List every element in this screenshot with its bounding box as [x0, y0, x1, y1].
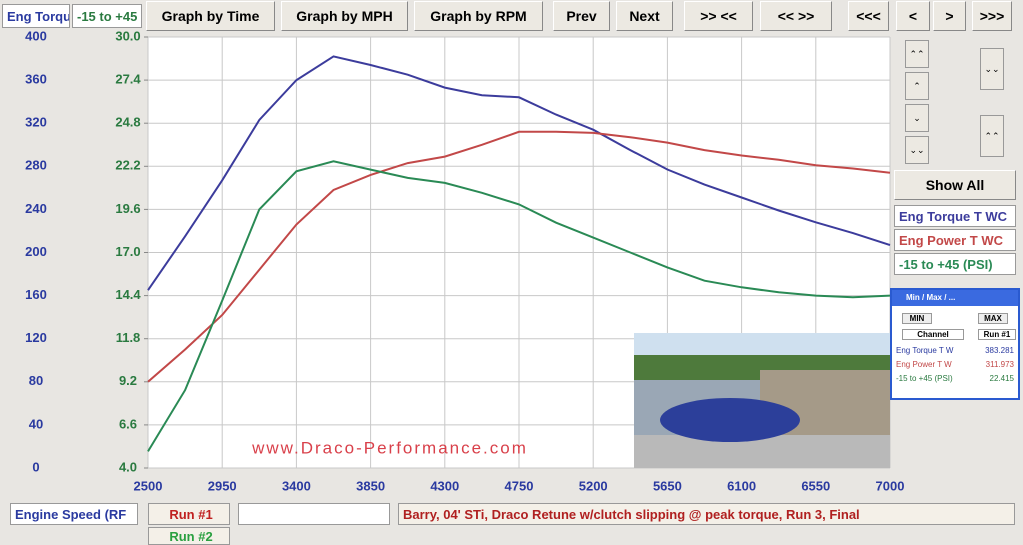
run-label: Run #1	[148, 503, 230, 525]
y-tick-label: 40	[29, 416, 43, 431]
y2-tick-label: 19.6	[115, 201, 140, 216]
series-line	[147, 160, 891, 452]
legend-entry: -15 to +45 (PSI)	[894, 253, 1016, 275]
x-tick-label: 4750	[505, 478, 534, 493]
run-comment: Barry, 04' STi, Draco Retune w/clutch sl…	[398, 503, 1015, 525]
y2-tick-label: 24.8	[115, 115, 140, 130]
photo-car	[660, 398, 800, 442]
legend-entry: Eng Torque T WC	[894, 205, 1016, 227]
minmax-header[interactable]: MIN	[902, 313, 932, 324]
toolbar-button[interactable]: >> <<	[684, 1, 753, 31]
scroll-button[interactable]: ⌃⌃	[905, 40, 929, 68]
y2-tick-label: 22.2	[115, 158, 140, 173]
toolbar-button[interactable]: >>>	[972, 1, 1012, 31]
y2-tick-label: 6.6	[119, 416, 137, 431]
y2-tick-label: 27.4	[115, 72, 141, 87]
y2-tick-label: 14.4	[115, 287, 141, 302]
y2-tick-label: 17.0	[115, 244, 140, 259]
x-tick-label: 5200	[579, 478, 608, 493]
x-tick-label: 5650	[653, 478, 682, 493]
toolbar-button[interactable]: << >>	[760, 1, 832, 31]
x-tick-label: 7000	[876, 478, 905, 493]
series-line	[147, 130, 891, 383]
y-tick-label: 320	[25, 115, 47, 130]
toolbar-button[interactable]: Prev	[553, 1, 610, 31]
minmax-channel: Eng Power T W	[896, 360, 952, 369]
minmax-channel: -15 to +45 (PSI)	[896, 374, 953, 383]
x-tick-label: 2950	[208, 478, 237, 493]
x-tick-label: 3850	[356, 478, 385, 493]
x-tick-label: 6550	[801, 478, 830, 493]
y-tick-label: 400	[25, 28, 47, 43]
minmax-window: Min / Max / ... MIN MAX Channel Run #1 Eng T…	[890, 288, 1020, 400]
minmax-column: Run #1	[978, 329, 1016, 340]
y2-tick-label: 30.0	[115, 28, 140, 43]
watermark: www.Draco-Performance.com	[251, 438, 528, 457]
minmax-channel: Eng Torque T W	[896, 346, 954, 355]
scroll-button[interactable]: ⌄⌄	[905, 136, 929, 164]
minmax-title: Min / Max / ...	[906, 293, 956, 302]
y-axis-label: Eng Torqu	[2, 4, 70, 28]
y-tick-label: 360	[25, 72, 47, 87]
x-axis-label: Engine Speed (RF	[10, 503, 138, 525]
x-tick-label: 2500	[134, 478, 163, 493]
minmax-value: 22.415	[989, 374, 1014, 383]
minmax-header[interactable]: MAX	[978, 313, 1008, 324]
photo-ground	[634, 435, 890, 468]
toolbar-button[interactable]: Graph by RPM	[414, 1, 543, 31]
minmax-value: 311.973	[985, 360, 1014, 369]
scroll-button[interactable]: ⌄	[905, 104, 929, 132]
x-tick-label: 3400	[282, 478, 311, 493]
x-tick-label: 6100	[727, 478, 756, 493]
series-line	[147, 55, 891, 291]
toolbar-button[interactable]: <	[896, 1, 930, 31]
y-tick-label: 280	[25, 158, 47, 173]
y2-tick-label: 9.2	[119, 373, 137, 388]
toolbar-button[interactable]: Next	[616, 1, 673, 31]
toolbar-button[interactable]: Graph by Time	[146, 1, 275, 31]
y-tick-label: 80	[29, 373, 43, 388]
toolbar-button[interactable]: >	[933, 1, 966, 31]
toolbar-button[interactable]: <<<	[848, 1, 889, 31]
minmax-column: Channel	[902, 329, 964, 340]
legend-entry: Eng Power T WC	[894, 229, 1016, 251]
y2-axis-label: -15 to +45	[72, 4, 142, 28]
toolbar-button[interactable]: Graph by MPH	[281, 1, 408, 31]
scroll-button[interactable]: ⌃⌃	[980, 115, 1004, 157]
minmax-titlebar: Min / Max / ...	[892, 290, 1018, 306]
scroll-button[interactable]: ⌃	[905, 72, 929, 100]
x-tick-label: 4300	[430, 478, 459, 493]
y-tick-label: 160	[25, 287, 47, 302]
run-label: Run #2	[148, 527, 230, 545]
run-info-blurred	[238, 503, 390, 525]
y-tick-label: 120	[25, 330, 47, 345]
y-tick-label: 240	[25, 201, 47, 216]
y2-tick-label: 11.8	[116, 330, 141, 345]
y-tick-label: 0	[32, 459, 39, 474]
y-tick-label: 200	[25, 244, 47, 259]
minmax-value: 383.281	[985, 346, 1014, 355]
y2-tick-label: 4.0	[119, 459, 137, 474]
scroll-button[interactable]: ⌄⌄	[980, 48, 1004, 90]
show-all-button[interactable]: Show All	[894, 170, 1016, 200]
